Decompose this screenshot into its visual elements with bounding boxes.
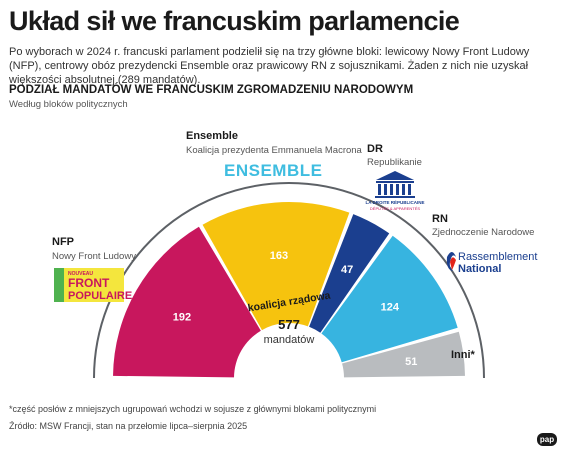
label-inni-name: Inni* (451, 349, 476, 361)
page-title: Układ sił we francuskim parlamencie (9, 6, 460, 36)
label-nfp-name: NFP (52, 236, 74, 248)
label-rn-name: RN (432, 213, 448, 225)
segment-nfp (113, 226, 261, 378)
nfp-logo-top: NOUVEAU (68, 271, 93, 277)
label-ensemble-name: Ensemble (186, 130, 238, 142)
pap-logo: pap (537, 433, 557, 446)
chart-segments: 192 163 47 124 51 (113, 202, 465, 378)
value-label-inni: 51 (405, 356, 417, 368)
ensemble-logo: ENSEMBLE (224, 161, 322, 180)
nfp-logo-bottom: POPULAIRE (68, 290, 132, 302)
rn-logo-line2: National (458, 263, 501, 275)
label-nfp-desc: Nowy Front Ludowy (52, 251, 136, 262)
footnote: *część posłów z mniejszych ugrupowań wch… (9, 404, 377, 414)
label-rn-desc: Zjednoczenie Narodowe (432, 227, 534, 238)
segment-dr (309, 214, 390, 333)
dr-logo-line1: LA DROITE RÉPUBLICAINE (365, 198, 424, 205)
dr-logo-line2: DÉPUTÉS & APPARENTÉS (370, 206, 420, 211)
segment-ensemble (202, 202, 350, 331)
coalition-arc-line (262, 324, 341, 364)
rn-logo-line1: Rassemblement (458, 251, 537, 263)
value-label-nfp: 192 (173, 311, 191, 323)
value-label-dr: 47 (341, 264, 353, 276)
total-value: 577 (278, 317, 300, 332)
dr-logo: LA DROITE RÉPUBLICAINE DÉPUTÉS & APPAREN… (365, 171, 425, 211)
total-label: mandatów (264, 334, 315, 346)
intro-text: Po wyborach w 2024 r. francuski parlamen… (9, 46, 530, 86)
segment-rn (321, 235, 458, 363)
value-label-rn: 124 (381, 302, 400, 314)
chart-subtitle: Według bloków politycznych (9, 99, 128, 110)
nfp-logo-mid: FRONT (68, 276, 110, 290)
segment-inni (342, 331, 465, 378)
source-note: Źródło: MSW Francji, stan na przełomie l… (9, 421, 248, 431)
nfp-logo: NOUVEAU FRONT POPULAIRE (54, 268, 132, 302)
chart-title: PODZIAŁ MANDATÓW WE FRANCUSKIM ZGROMADZE… (9, 84, 414, 96)
label-dr-desc: Republikanie (367, 157, 422, 168)
rn-logo: Rassemblement National (446, 251, 537, 275)
value-label-ensemble: 163 (270, 250, 288, 262)
label-ensemble-desc: Koalicja prezydenta Emmanuela Macrona (186, 145, 363, 156)
label-dr-name: DR (367, 143, 383, 155)
